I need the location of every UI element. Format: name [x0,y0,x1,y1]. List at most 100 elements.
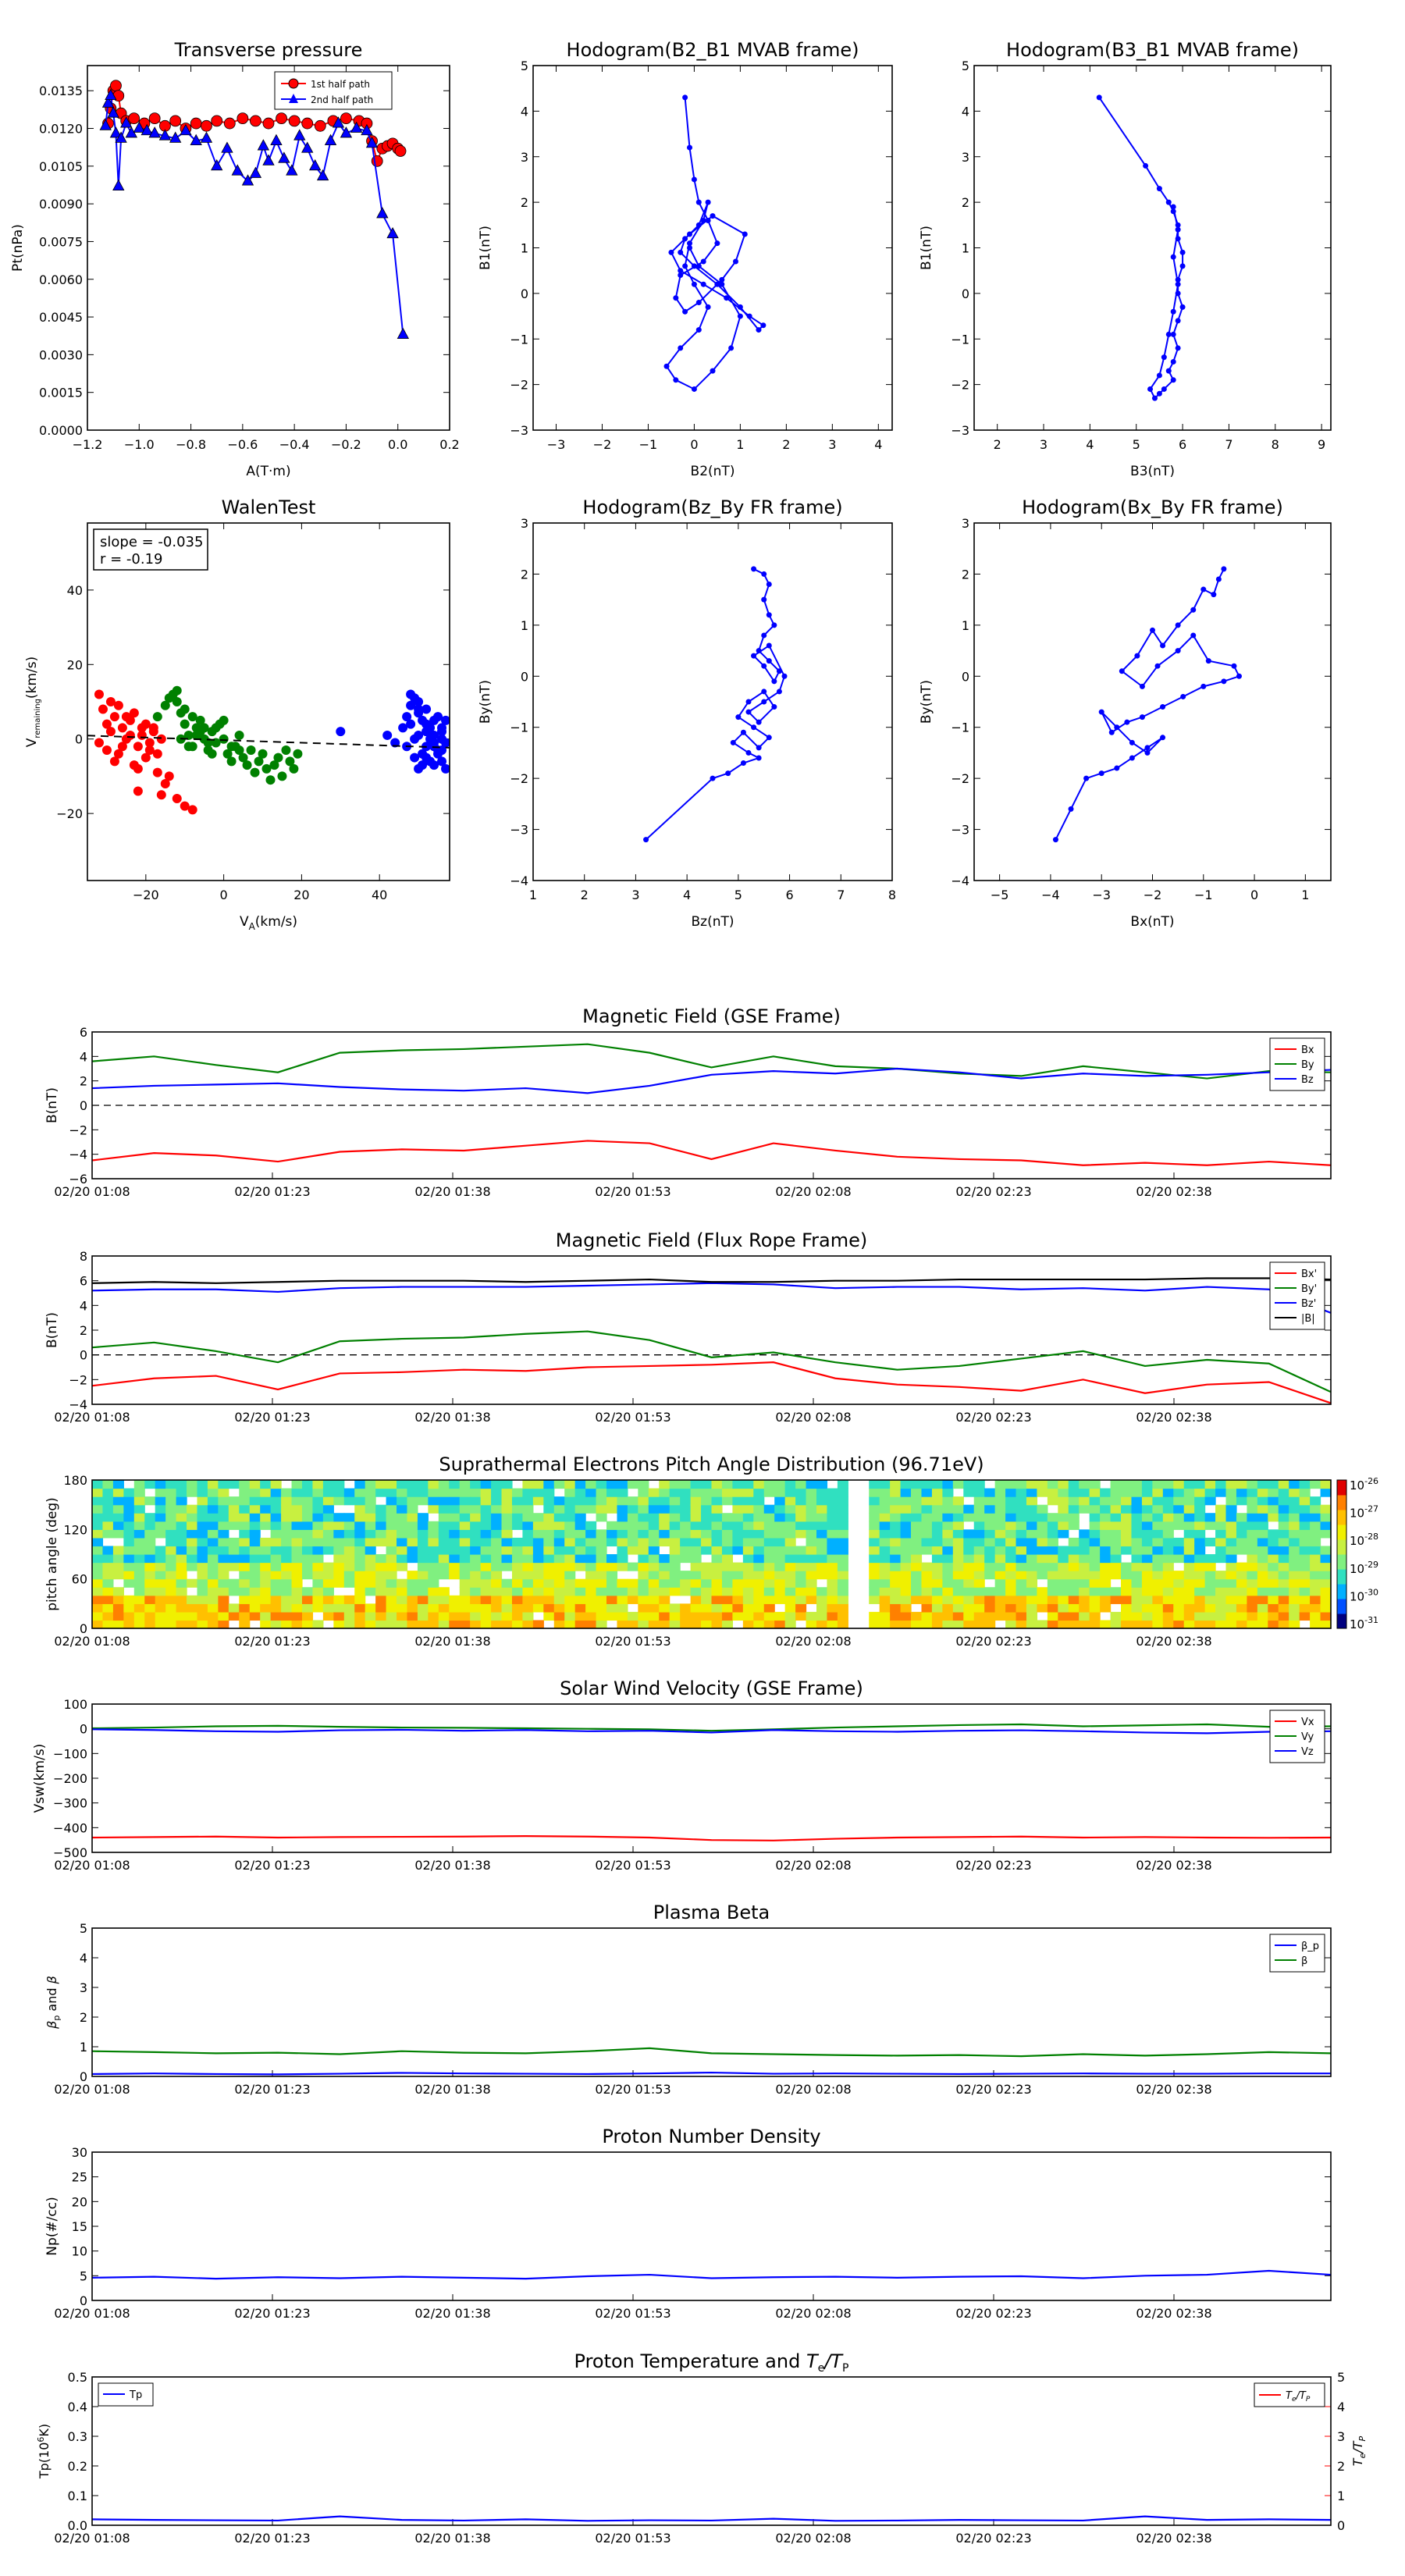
pad-cell [648,1595,660,1604]
pad-cell [144,1578,156,1588]
pad-cell [1268,1537,1279,1547]
pad-cell [1247,1578,1258,1588]
pad-cell [343,1595,355,1604]
vsw-ytick-label: 0 [80,1722,87,1737]
beta-ytick-label: 4 [80,1951,87,1966]
h1-point [710,213,716,219]
pad-cell [942,1521,954,1530]
pad-cell [187,1504,198,1514]
pad-cell [1289,1537,1300,1547]
pad-cell [218,1496,229,1506]
pad-cell [973,1537,985,1547]
pad-cell [543,1504,555,1514]
h1-point [719,276,725,283]
pad-cell [1016,1562,1027,1571]
pad-cell [900,1562,912,1571]
pad-cell [1005,1488,1017,1497]
pad-cell [596,1546,607,1555]
pad-cell [1310,1496,1321,1506]
pad-cell [1215,1537,1227,1547]
walen-point [441,763,450,774]
h2-point [1156,372,1162,379]
pad-cell [806,1571,817,1580]
pad-cell [239,1537,251,1547]
pad-cell [690,1488,702,1497]
pad-cell [1089,1529,1101,1539]
pad-cell [627,1578,638,1588]
pad-cell [522,1554,534,1564]
pad-cell [952,1529,964,1539]
pad-cell [1047,1537,1058,1547]
walen-point [144,745,155,756]
pad-title: Suprathermal Electrons Pitch Angle Distr… [439,1453,984,1475]
pad-cell [721,1571,733,1580]
mag_fr-plot-area [92,1277,1331,1404]
pad-cell [1268,1554,1279,1564]
pad-cell [1257,1537,1268,1547]
pad-cell [827,1571,838,1580]
pad-cell [102,1587,114,1596]
pad-xtick-label: 02/20 01:08 [54,1634,130,1649]
pad-cell [931,1488,943,1497]
pad-cell [952,1587,964,1596]
pad-cell [564,1571,576,1580]
pad-cell [470,1620,482,1628]
pad-cell [480,1529,492,1539]
walen-point [160,778,170,788]
h3-series-0-line [645,568,786,841]
h1-point [700,217,706,223]
pad-cell [281,1554,293,1564]
pad-cell [680,1480,692,1489]
pad-cell [470,1521,482,1530]
pad-cell [921,1546,933,1555]
pad-cell [397,1587,408,1596]
pad-cell [123,1488,135,1497]
walen-point [226,756,237,767]
pad-cell [1079,1488,1090,1497]
pad-cell [281,1488,293,1497]
pad-cell [827,1554,838,1564]
pad-cell [102,1578,114,1588]
pad-cell [459,1595,471,1604]
pt-ytick-label: 0.0060 [39,272,83,287]
pad-cell [407,1546,418,1555]
pad-cell [365,1546,376,1555]
pad-cell [921,1587,933,1596]
pad-cell [322,1587,334,1596]
pad-cell [511,1488,524,1497]
h2-point [1147,386,1154,392]
walen-point [160,700,170,710]
h4-point [1139,683,1145,689]
pad-cell [375,1513,387,1522]
pad-cell [281,1504,293,1514]
pad-cell [375,1529,387,1539]
pad-cell [1100,1620,1112,1628]
pad-cell [365,1480,376,1489]
h2-plot-area [1096,94,1186,401]
pad-cell [491,1578,503,1588]
pad-cell [648,1546,660,1555]
pad-cell [942,1546,954,1555]
beta-xtick-label: 02/20 01:53 [595,2082,670,2097]
pad-cell [1152,1521,1164,1530]
pt-ylabel: Pt(nPa) [10,224,26,272]
pad-cell [690,1562,702,1571]
pad-cell [553,1587,565,1596]
pt-xtick-label: −1.0 [124,437,155,452]
pad-cell [1037,1571,1048,1580]
pad-cell [1236,1496,1248,1506]
walen-point [156,790,166,800]
pad-cell [1005,1620,1017,1628]
pad-cell [680,1546,692,1555]
pad-cell [742,1620,754,1628]
pad-cell [407,1595,418,1604]
pad-cell [112,1603,124,1613]
h1-point [668,249,674,255]
h1-point [691,281,697,287]
pad-cell [428,1537,439,1547]
pad-cell [1268,1496,1279,1506]
walen-point [183,730,194,740]
pad-cell [1026,1554,1038,1564]
pad-cell [522,1521,534,1530]
pad-cell [1225,1488,1237,1497]
